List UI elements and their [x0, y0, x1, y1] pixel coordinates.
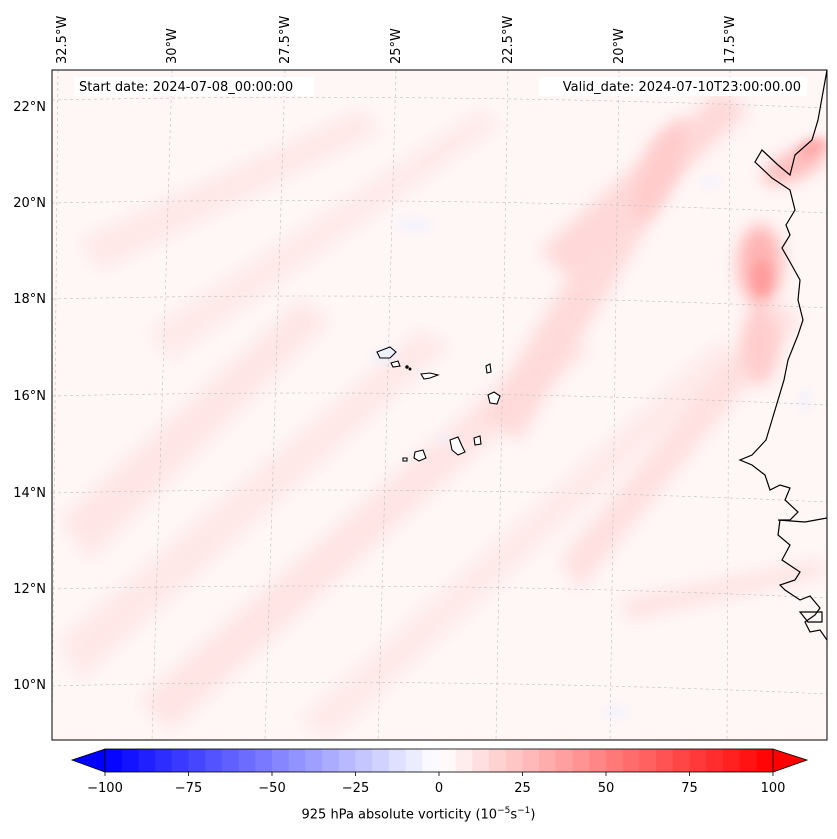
lon-label: 20°W: [612, 28, 627, 64]
start-date-label: Start date: 2024-07-08_00:00:00: [79, 80, 293, 95]
lat-label: 12°N: [13, 582, 46, 597]
colorbar-step: [489, 749, 507, 772]
colorbar-tick-label: −50: [258, 781, 285, 796]
colorbar-step: [355, 749, 373, 772]
island-santo-antao: [376, 346, 397, 359]
colorbar-step: [405, 749, 423, 772]
colorbar-step: [338, 749, 356, 772]
colorbar-step: [555, 749, 574, 772]
colorbar-step: [288, 749, 306, 772]
colorbar-step: [238, 749, 256, 772]
lon-label: 30°W: [165, 28, 180, 64]
valid-date-box: [539, 77, 807, 96]
colorbar-step: [305, 749, 323, 772]
colorbar-step: [622, 749, 640, 772]
colorbar-title: 925 hPa absolute vorticity (10−5s−1): [0, 806, 837, 822]
start-date-box: [74, 77, 314, 96]
colorbar-step: [105, 749, 123, 772]
colorbar-tick-label: 50: [598, 781, 615, 796]
colorbar-step: [205, 749, 223, 772]
map-frame: [51, 69, 828, 741]
lat-label: 14°N: [13, 486, 46, 501]
colorbar-max-extend: [772, 748, 809, 773]
lat-label: 10°N: [13, 678, 46, 693]
colorbar-title-mid: s: [510, 807, 518, 823]
colorbar-tick-label: −75: [175, 781, 202, 796]
latitude-labels: 22°N 20°N 18°N 16°N 14°N 12°N 10°N: [13, 100, 46, 693]
lon-label: 32.5°W: [55, 16, 70, 64]
colorbar-tick-label: 100: [761, 781, 786, 796]
colorbar-step: [439, 749, 457, 772]
colorbar-title-prefix: 925 hPa absolute vorticity (10: [301, 807, 498, 823]
island-brava: [402, 457, 408, 462]
colorbar-tick-label: 25: [514, 781, 531, 796]
longitude-labels: 32.5°W 30°W 27.5°W 25°W 22.5°W 20°W 17.5…: [55, 16, 738, 64]
cape-verde-islands: [376, 346, 501, 462]
colorbar-step: [606, 749, 624, 772]
colorbar-step: [155, 749, 173, 772]
lat-label: 20°N: [13, 196, 46, 211]
island-sal: [485, 363, 492, 374]
colorbar-step: [589, 749, 607, 772]
colorbar-step: [121, 749, 139, 772]
colorbar-step: [689, 749, 707, 772]
lat-label: 16°N: [13, 389, 46, 404]
colorbar-step: [455, 749, 473, 772]
colorbar-tick-label: −100: [87, 781, 123, 796]
coastline: [738, 70, 827, 641]
lon-label: 22.5°W: [501, 16, 516, 64]
colorbar-step: [722, 749, 741, 772]
colorbar-step: [221, 749, 240, 772]
lon-label: 17.5°W: [723, 16, 738, 64]
colorbar-step: [138, 749, 156, 772]
colorbar-step: [188, 749, 206, 772]
colorbar-step: [255, 749, 273, 772]
colorbar-tick-label: 75: [681, 781, 698, 796]
island-fogo: [413, 449, 427, 462]
colorbar-tick-label: 0: [435, 781, 443, 796]
island-sao-nicolau: [420, 372, 440, 380]
colorbar-title-suffix: ): [530, 807, 536, 823]
valid-date-label: Valid_date: 2024-07-10T23:00:00.00: [563, 80, 801, 95]
colorbar-step: [422, 749, 440, 772]
colorbar-step: [572, 749, 590, 772]
colorbar-step: [322, 749, 340, 772]
graticule: [52, 70, 827, 740]
lat-label: 18°N: [13, 292, 46, 307]
colorbar-title-exp1: −5: [497, 806, 511, 816]
colorbar-step: [672, 749, 690, 772]
lon-label: 25°W: [389, 28, 404, 64]
colorbar-step: [756, 749, 774, 772]
vorticity-field: [52, 70, 827, 740]
colorbar-step: [522, 749, 540, 772]
lon-label: 27.5°W: [278, 16, 293, 64]
island-boa-vista: [487, 391, 501, 405]
colorbar-step: [706, 749, 724, 772]
colorbar-step: [505, 749, 523, 772]
colorbar: −100 −75 −50 −25 0 25 50 75 100: [70, 748, 809, 796]
colorbar-step: [472, 749, 490, 772]
island-sao-vicente: [390, 360, 401, 368]
colorbar-step: [388, 749, 407, 772]
colorbar-step: [272, 749, 290, 772]
colorbar-step: [372, 749, 390, 772]
colorbar-step: [739, 749, 757, 772]
colorbar-step: [171, 749, 189, 772]
colorbar-step: [539, 749, 557, 772]
colorbar-min-extend: [70, 748, 106, 773]
colorbar-title-exp2: −1: [517, 806, 531, 816]
island-maio: [473, 435, 482, 446]
island-santiago: [449, 436, 466, 456]
colorbar-step: [656, 749, 674, 772]
lat-label: 22°N: [13, 100, 46, 115]
colorbar-step: [639, 749, 657, 772]
colorbar-tick-label: −25: [342, 781, 369, 796]
